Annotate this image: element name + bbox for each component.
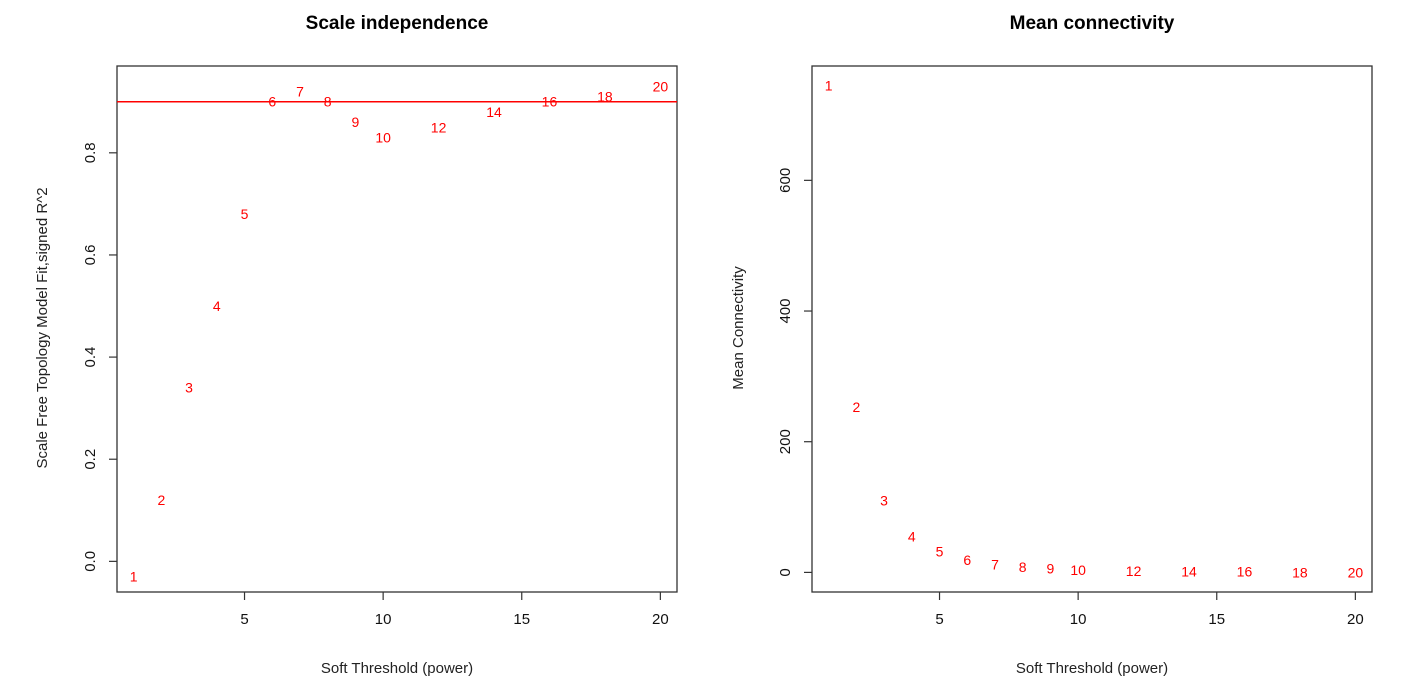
y-tick-label: 0.8 [82, 142, 99, 163]
point-label-power-14: 14 [1181, 564, 1197, 580]
point-label-power-20: 20 [653, 78, 669, 94]
x-tick-label: 20 [652, 611, 669, 628]
point-label-power-7: 7 [296, 84, 304, 100]
point-label-power-1: 1 [130, 569, 138, 585]
point-label-power-10: 10 [1070, 562, 1086, 578]
panel-scale-independence: Scale independence Soft Threshold (power… [34, 13, 678, 677]
point-label-power-16: 16 [542, 94, 558, 110]
point-label-power-2: 2 [852, 399, 860, 415]
point-label-power-5: 5 [936, 543, 944, 559]
x-tick-label: 5 [240, 611, 248, 628]
point-label-power-1: 1 [825, 78, 833, 94]
plot-frame [116, 65, 678, 593]
point-label-power-12: 12 [1126, 563, 1142, 579]
point-label-power-5: 5 [241, 206, 249, 222]
point-label-power-20: 20 [1348, 564, 1364, 580]
point-label-power-14: 14 [486, 104, 502, 120]
x-axis-label: Soft Threshold (power) [321, 660, 473, 677]
panel-title: Scale independence [306, 13, 489, 34]
x-tick-label: 15 [513, 611, 530, 628]
y-axis-label: Scale Free Topology Model Fit,signed R^2 [34, 187, 51, 468]
point-label-power-8: 8 [1019, 559, 1027, 575]
y-tick-label: 0.2 [82, 449, 99, 470]
plot-frame [811, 65, 1373, 593]
y-tick-label: 0.4 [82, 347, 99, 368]
point-label-power-18: 18 [597, 89, 613, 105]
x-axis-label: Soft Threshold (power) [1016, 660, 1168, 677]
point-label-power-16: 16 [1237, 564, 1253, 580]
x-tick-label: 10 [1070, 611, 1087, 628]
point-label-power-9: 9 [1047, 560, 1055, 576]
point-label-power-10: 10 [375, 129, 391, 145]
point-label-power-6: 6 [268, 94, 276, 110]
y-tick-label: 0.0 [82, 551, 99, 572]
panel-mean-connectivity: Mean connectivity Soft Threshold (power)… [730, 13, 1373, 677]
y-tick-label: 200 [777, 429, 794, 454]
point-label-power-8: 8 [324, 94, 332, 110]
point-label-power-4: 4 [908, 528, 916, 544]
x-tick-label: 5 [935, 611, 943, 628]
point-label-power-9: 9 [352, 114, 360, 130]
x-tick-label: 10 [375, 611, 392, 628]
point-label-power-3: 3 [880, 493, 888, 509]
x-tick-label: 20 [1347, 611, 1364, 628]
point-label-power-6: 6 [963, 552, 971, 568]
point-label-power-7: 7 [991, 557, 999, 573]
y-tick-label: 0.6 [82, 245, 99, 266]
y-axis-label: Mean Connectivity [730, 266, 747, 390]
point-label-power-18: 18 [1292, 564, 1308, 580]
point-label-power-3: 3 [185, 380, 193, 396]
y-tick-label: 400 [777, 299, 794, 324]
point-label-power-4: 4 [213, 298, 221, 314]
point-label-power-12: 12 [431, 119, 447, 135]
panel-title: Mean connectivity [1010, 13, 1175, 34]
y-tick-label: 0 [777, 568, 794, 576]
point-label-power-2: 2 [157, 492, 165, 508]
x-tick-label: 15 [1208, 611, 1225, 628]
y-tick-label: 600 [777, 168, 794, 193]
